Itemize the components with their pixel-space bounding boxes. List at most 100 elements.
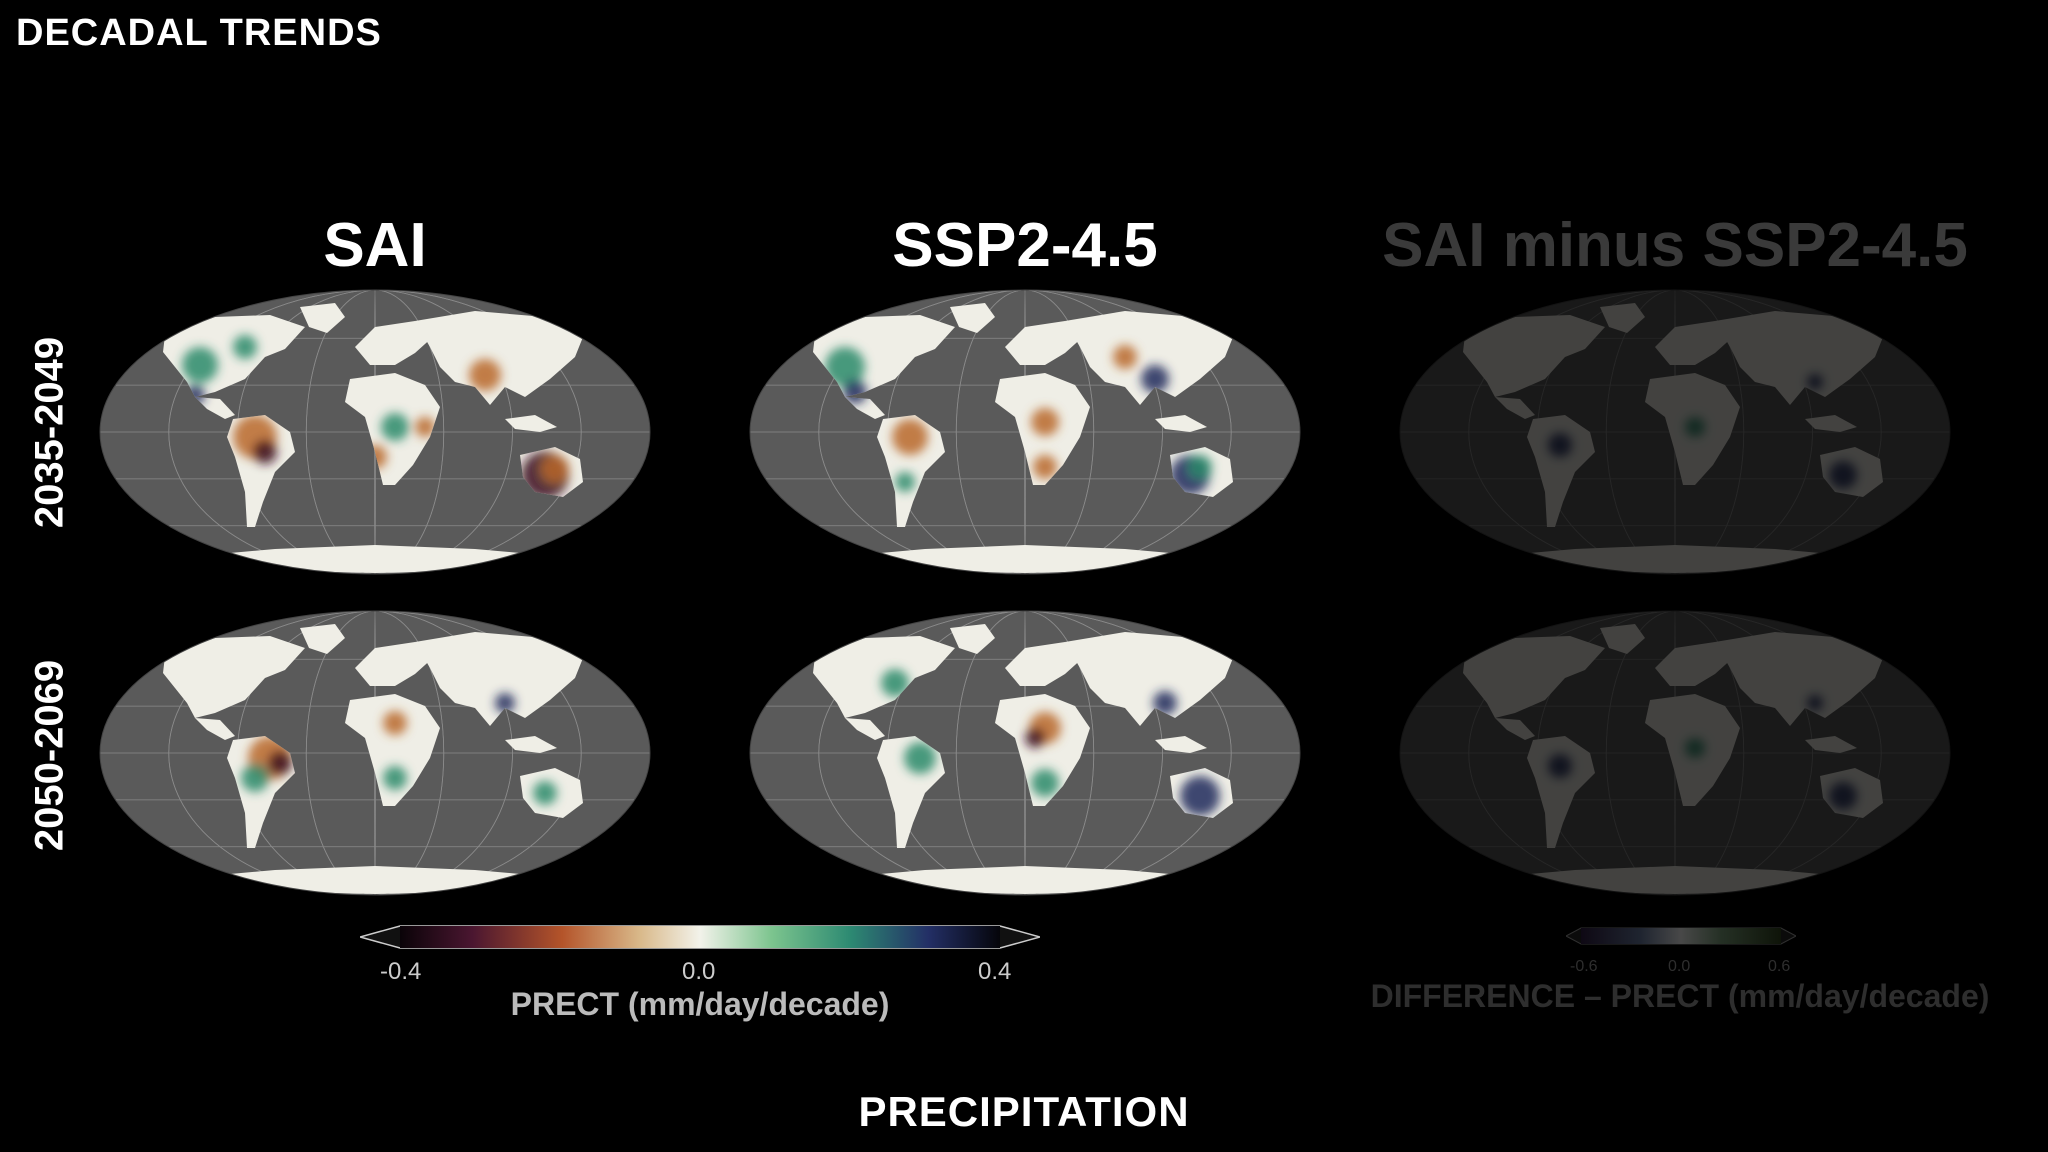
trend-anomaly (881, 669, 909, 697)
land-asia (1715, 311, 1885, 405)
row-label-2035-2049: 2035-2049 (27, 336, 72, 529)
land-centralAmerica (1495, 397, 1535, 419)
map-border (749, 610, 1301, 896)
trend-anomaly (495, 693, 515, 713)
colorbar-tick-zero: 0.0 (682, 958, 716, 985)
graticule-longitude (168, 611, 582, 895)
colorbar-diff-tick-max: 0.6 (1768, 958, 1791, 975)
graticule-longitude (1605, 290, 1745, 574)
footer-title: PRECIPITATION (858, 1088, 1190, 1135)
graticule-longitude (1537, 611, 1813, 895)
trend-anomaly (1141, 365, 1169, 393)
trend-anomaly (253, 440, 277, 464)
land-greenland (950, 303, 995, 333)
land-europe (1655, 642, 1735, 686)
trend-anomaly (1807, 695, 1823, 711)
land-indonesia (505, 415, 557, 432)
map-ssp245-2050-2069 (745, 608, 1305, 898)
land-southAmerica (1527, 736, 1595, 848)
trend-anomaly (241, 764, 269, 792)
graticule-longitude (1468, 290, 1882, 574)
graticule-longitude (1605, 611, 1745, 895)
graticule-longitude (168, 290, 582, 574)
trend-anomaly (383, 711, 407, 735)
row-label-2050-2069: 2050-2069 (27, 659, 72, 852)
graticule-longitude (1537, 611, 1813, 895)
land-northAmerica (1463, 315, 1605, 397)
map-difference-2035-2049 (1395, 287, 1955, 577)
graticule-longitude (955, 611, 1095, 895)
colorbar-difference-label: DIFFERENCE – PRECT (mm/day/decade) (1370, 978, 1990, 1014)
graticule-longitude (1605, 611, 1745, 895)
trend-anomaly (1033, 455, 1057, 479)
land-indonesia (505, 736, 557, 753)
ocean (1400, 611, 1950, 895)
trend-anomaly (381, 413, 409, 441)
column-title-difference: SAI minus SSP2-4.5 (1382, 211, 1968, 280)
colorbar-tick-max: 0.4 (978, 958, 1012, 985)
land-indonesia (1155, 736, 1207, 753)
trend-anomaly (1685, 417, 1705, 437)
map-sai-2035-2049 (95, 287, 655, 577)
trend-anomaly (1031, 408, 1059, 436)
land-northAmerica (163, 636, 305, 718)
graticule-longitude (305, 611, 445, 895)
trend-anomaly (1188, 455, 1212, 479)
land-asia (415, 632, 585, 726)
land-europe (355, 321, 435, 365)
land-africa (995, 694, 1090, 806)
land-indonesia (1805, 415, 1857, 432)
graticule-longitude (1605, 290, 1745, 574)
trend-anomaly (1031, 769, 1059, 797)
trend-anomaly (1685, 738, 1705, 758)
land-northAmerica (1463, 636, 1605, 718)
land-africa (345, 694, 440, 806)
graticule-longitude (1537, 290, 1813, 574)
land-indonesia (1155, 415, 1207, 432)
trend-anomaly (541, 455, 569, 483)
trend-anomaly (1807, 374, 1823, 390)
trend-anomaly (1548, 754, 1572, 778)
trend-anomaly (415, 417, 435, 437)
graticule-longitude (818, 611, 1232, 895)
trend-anomaly (1153, 691, 1177, 715)
land-europe (355, 642, 435, 686)
colorbar-diff-tick-zero: 0.0 (1668, 958, 1691, 975)
colorbar-diff-tick-min: -0.6 (1570, 958, 1598, 975)
land-europe (1005, 642, 1085, 686)
land-centralAmerica (1495, 718, 1535, 740)
graticule-longitude (818, 290, 1232, 574)
land-indonesia (1805, 736, 1857, 753)
trend-anomaly (1025, 728, 1045, 748)
map-border (1399, 610, 1951, 896)
colorbar-tick-min: -0.4 (380, 958, 422, 985)
land-greenland (950, 624, 995, 654)
trend-anomaly (268, 751, 292, 775)
colorbar-main (357, 924, 1043, 950)
land-asia (415, 311, 585, 405)
graticule-longitude (1674, 611, 1676, 895)
trend-anomaly (533, 781, 557, 805)
colorbar-label: PRECT (mm/day/decade) (510, 986, 890, 1022)
graticule-longitude (1537, 290, 1813, 574)
graticule-longitude (1468, 611, 1882, 895)
land-europe (1655, 321, 1735, 365)
trend-anomaly (383, 766, 407, 790)
graticule-longitude (1468, 290, 1882, 574)
land-centralAmerica (845, 718, 885, 740)
land-greenland (1600, 303, 1645, 333)
trend-anomaly (1113, 345, 1137, 369)
land-europe (1005, 321, 1085, 365)
land-southAmerica (1527, 415, 1595, 527)
land-asia (1715, 632, 1885, 726)
land-centralAmerica (195, 397, 235, 419)
ocean (1400, 290, 1950, 574)
map-border (1399, 289, 1951, 575)
trend-anomaly (1180, 776, 1220, 816)
land-greenland (300, 624, 345, 654)
map-difference-2050-2069 (1395, 608, 1955, 898)
land-centralAmerica (195, 718, 235, 740)
page-title: DECADAL TRENDS (16, 12, 382, 54)
land-asia (1065, 632, 1235, 726)
land-asia (1065, 311, 1235, 405)
